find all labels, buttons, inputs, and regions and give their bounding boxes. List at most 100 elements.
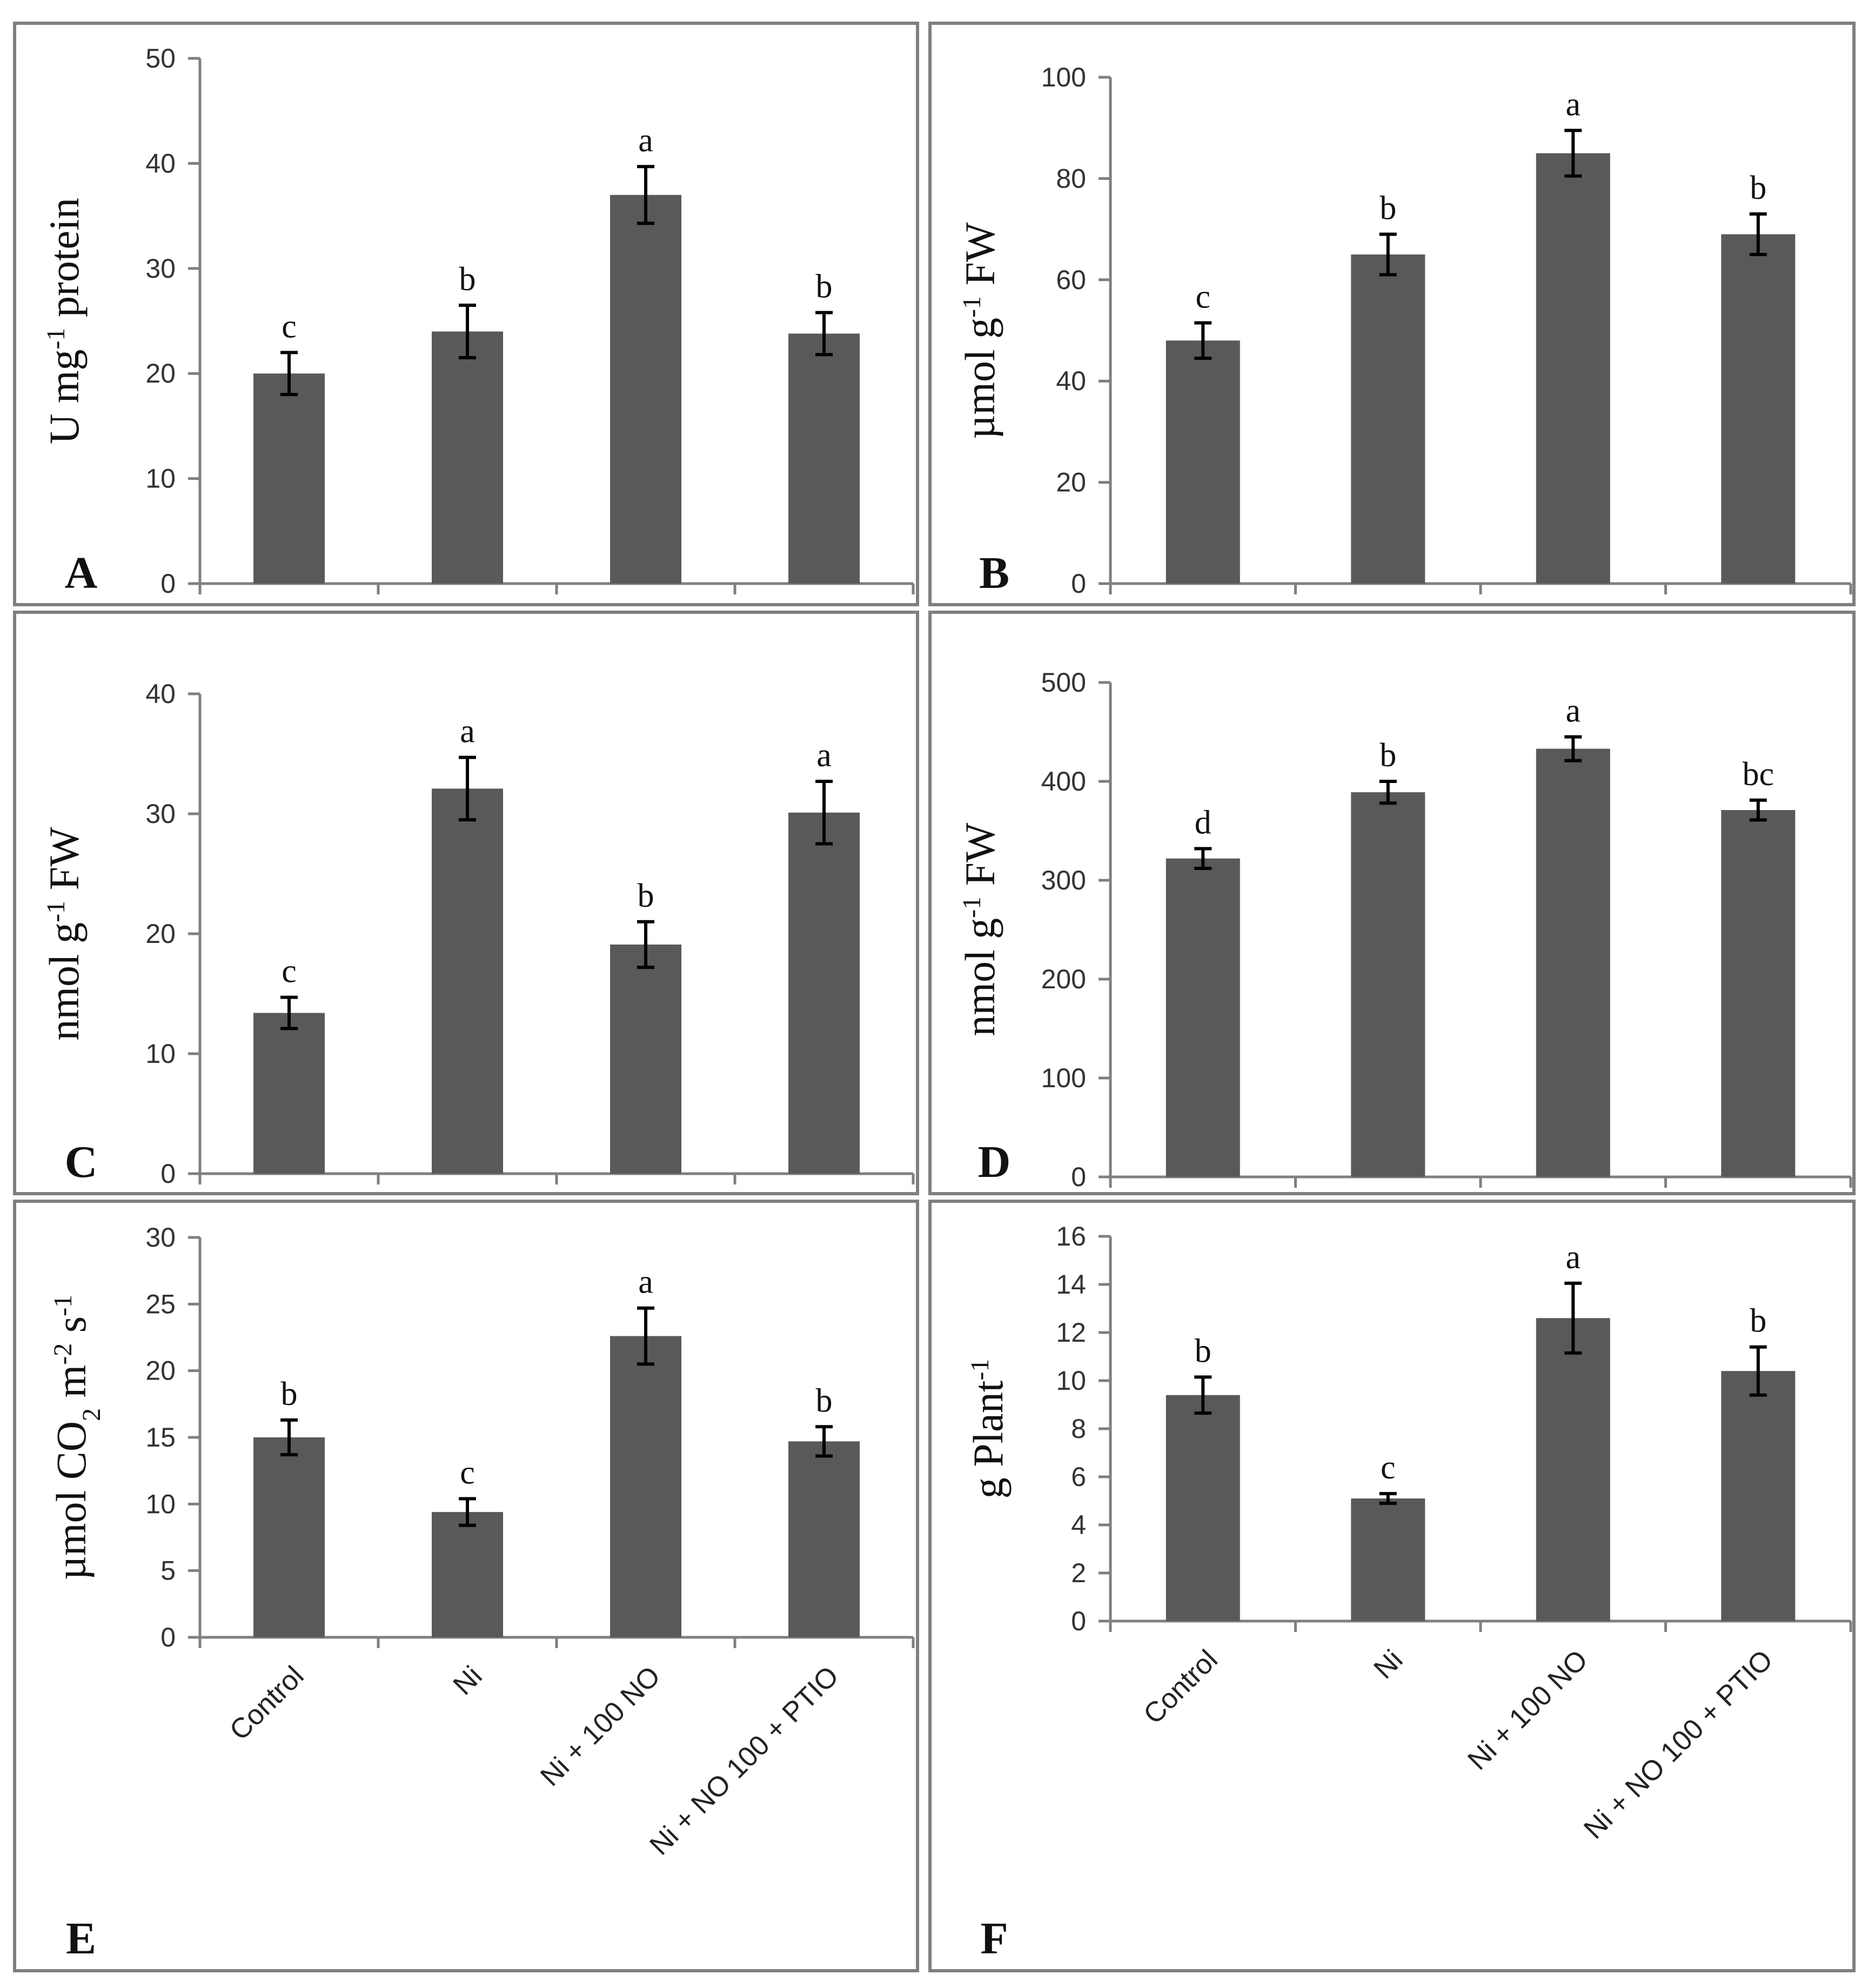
y-tick-label: 10 [145, 464, 176, 494]
significance-letter: b [1750, 170, 1766, 206]
y-axis-title: µmol g-1 FW [956, 222, 1003, 439]
y-tick-label: 40 [145, 148, 176, 178]
y-tick-label: 15 [145, 1422, 176, 1452]
y-tick-label: 0 [1071, 568, 1086, 599]
chart-panel-A: 0 10 20 30 40 50 c b a b U mg-1 protein A [41, 43, 915, 599]
significance-letter: b [1750, 1303, 1766, 1340]
significance-letter: b [816, 1382, 833, 1419]
bar-B-2 [1536, 153, 1610, 584]
significance-letter: b [1380, 737, 1396, 774]
bar-F-3 [1721, 1371, 1796, 1621]
x-category-label: Ni [1368, 1644, 1409, 1685]
bar-A-2 [610, 195, 681, 584]
significance-letter: c [282, 308, 297, 345]
bar-E-2 [610, 1336, 681, 1637]
bar-C-3 [788, 812, 860, 1174]
y-tick-label: 10 [1056, 1366, 1086, 1396]
significance-letter: a [1565, 86, 1581, 123]
y-tick-label: 0 [160, 568, 176, 599]
y-tick-label: 80 [1056, 163, 1086, 193]
y-tick-label: 14 [1056, 1269, 1086, 1300]
bar-F-1 [1351, 1498, 1425, 1621]
bar-E-0 [253, 1437, 325, 1637]
y-axis-title: U mg-1 protein [41, 198, 88, 444]
y-tick-label: 40 [1056, 366, 1086, 396]
chart-panel-D: 0 100 200 300 400 500 d b a bc nmol g-1 FW D [956, 667, 1852, 1192]
y-tick-label: 4 [1071, 1510, 1086, 1540]
significance-letter: a [638, 122, 653, 159]
y-tick-label: 60 [1056, 265, 1086, 295]
x-category-label: Control [1137, 1644, 1224, 1730]
bar-B-1 [1351, 254, 1425, 584]
significance-letter: b [281, 1376, 298, 1413]
y-tick-label: 40 [145, 679, 176, 709]
bar-C-0 [253, 1013, 325, 1174]
y-tick-label: 5 [160, 1556, 176, 1586]
y-tick-label: 0 [160, 1159, 176, 1189]
y-tick-label: 0 [160, 1622, 176, 1652]
bar-E-1 [432, 1512, 503, 1637]
panel-letter: B [979, 548, 1009, 598]
y-tick-label: 2 [1071, 1558, 1086, 1588]
significance-letter: b [1195, 1333, 1211, 1369]
x-category-label: Ni + NO 100 + PTIO [644, 1660, 845, 1861]
bar-F-2 [1536, 1318, 1610, 1621]
y-tick-label: 16 [1056, 1221, 1086, 1251]
bar-D-3 [1721, 810, 1796, 1177]
significance-letter: a [1565, 1239, 1581, 1276]
significance-letter: b [1380, 190, 1396, 226]
significance-letter: c [282, 953, 297, 990]
y-tick-label: 12 [1056, 1317, 1086, 1348]
y-tick-label: 20 [145, 358, 176, 389]
bar-B-0 [1166, 340, 1240, 584]
significance-letter: a [638, 1264, 653, 1301]
y-tick-label: 100 [1041, 62, 1086, 92]
significance-letter: a [460, 713, 475, 750]
chart-panel-E: 0 5 10 15 20 25 30 b Control c Ni a Ni + 100 NO b Ni +… [48, 1222, 915, 1964]
panel-letter: D [978, 1137, 1011, 1187]
bar-D-2 [1536, 748, 1610, 1177]
bar-D-1 [1351, 792, 1425, 1177]
significance-letter: b [638, 878, 654, 914]
chart-panel-B: 0 20 40 60 80 100 c b a b µmol g-1 FW B [956, 62, 1852, 599]
significance-letter: a [1565, 693, 1581, 729]
y-tick-label: 20 [1056, 467, 1086, 498]
y-tick-label: 30 [145, 1222, 176, 1253]
panel-letter: E [66, 1913, 96, 1964]
y-axis-title: µmol CO2 m-2 s-1 [48, 1295, 106, 1580]
y-tick-label: 25 [145, 1289, 176, 1319]
chart-panel-C: 0 10 20 30 40 c a b a nmol g-1 FW C [41, 679, 915, 1189]
y-tick-label: 10 [145, 1489, 176, 1519]
bar-C-2 [610, 944, 681, 1174]
y-tick-label: 100 [1041, 1063, 1086, 1093]
y-tick-label: 0 [1071, 1162, 1086, 1192]
bar-C-1 [432, 788, 503, 1174]
bar-F-0 [1166, 1395, 1240, 1621]
panel-letter: C [65, 1137, 98, 1187]
y-tick-label: 200 [1041, 964, 1086, 994]
y-tick-label: 20 [145, 919, 176, 949]
y-tick-label: 0 [1071, 1606, 1086, 1636]
significance-letter: d [1195, 804, 1211, 841]
y-axis-title: nmol g-1 FW [956, 822, 1003, 1036]
x-category-label: Ni + 100 NO [534, 1660, 666, 1792]
y-axis-title: nmol g-1 FW [41, 827, 88, 1041]
significance-letter: c [1381, 1449, 1396, 1486]
significance-letter: b [459, 261, 476, 298]
significance-letter: b [816, 268, 833, 305]
y-tick-label: 6 [1071, 1462, 1086, 1492]
y-tick-label: 20 [145, 1356, 176, 1386]
y-tick-label: 50 [145, 43, 176, 73]
bar-D-0 [1166, 858, 1240, 1177]
x-category-label: Ni + NO 100 + PTIO [1578, 1644, 1779, 1845]
significance-letter: c [460, 1454, 475, 1491]
x-category-label: Control [224, 1660, 310, 1746]
y-tick-label: 400 [1041, 766, 1086, 796]
significance-letter: c [1195, 278, 1210, 315]
bar-B-3 [1721, 234, 1796, 584]
y-tick-label: 30 [145, 799, 176, 829]
y-tick-label: 300 [1041, 865, 1086, 895]
x-category-label: Ni [447, 1660, 488, 1701]
panel-letter: A [65, 548, 98, 598]
